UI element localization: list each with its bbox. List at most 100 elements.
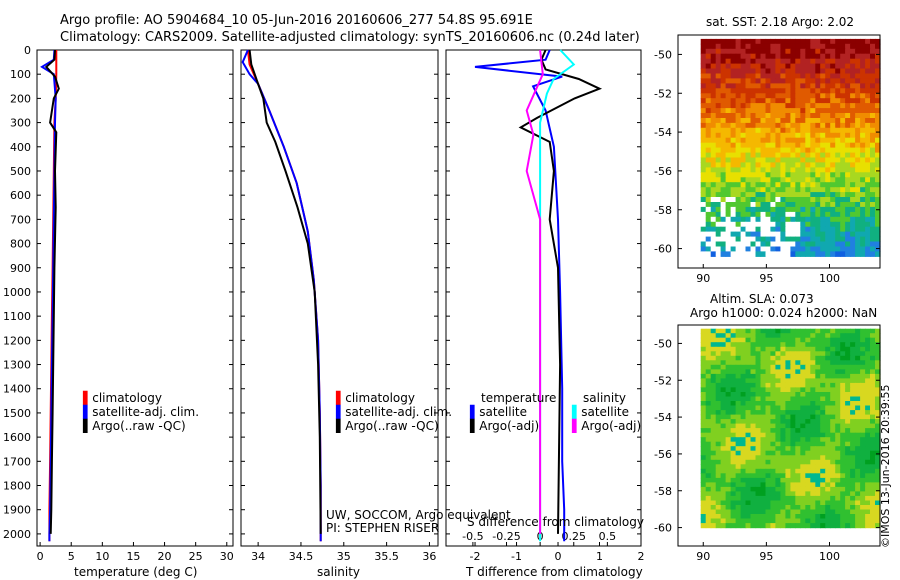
- sst-map-cell: [765, 108, 772, 114]
- sst-map-cell: [785, 122, 791, 129]
- sla-map-cell: [785, 523, 791, 529]
- sst-map-cell: [825, 127, 831, 134]
- sst-map-cell: [700, 103, 707, 109]
- sla-map-cell: [855, 464, 861, 470]
- sst-map-cell: [730, 206, 737, 213]
- sla-map-cell: [790, 495, 796, 501]
- sla-map-cell: [850, 405, 856, 411]
- sla-map-cell: [735, 441, 742, 447]
- sst-map-cell: [725, 147, 732, 154]
- sst-map-cell: [720, 108, 727, 114]
- sst-map-cell: [875, 251, 881, 257]
- sst-map-cell: [710, 113, 717, 119]
- sst-map-cell: [790, 68, 796, 74]
- sst-map-cell: [800, 216, 806, 223]
- sla-map-cell: [840, 505, 846, 511]
- sst-map-cell: [735, 187, 742, 193]
- sst-map-cell: [820, 226, 826, 233]
- sst-map-cell: [830, 108, 836, 114]
- sla-map-cell: [800, 428, 806, 434]
- sla-map-cell: [745, 414, 752, 420]
- sst-map-cell: [755, 43, 762, 50]
- sla-map-cell: [755, 505, 762, 511]
- sst-map-cell: [870, 206, 876, 213]
- sla-map-cell: [870, 505, 876, 511]
- sla-map-cell: [875, 333, 881, 339]
- sla-map-cell: [840, 378, 846, 384]
- sla-map-cell: [740, 518, 747, 524]
- sla-map-cell: [850, 342, 856, 348]
- sla-map-cell: [720, 337, 727, 343]
- sla-map-cell: [860, 482, 866, 488]
- sst-map-cell: [875, 93, 881, 99]
- sla-map-cell: [865, 369, 871, 375]
- sst-map-cell: [850, 192, 856, 198]
- sst-map-cell: [870, 167, 876, 173]
- sst-map-cell: [870, 197, 876, 203]
- sst-map-cell: [745, 236, 752, 243]
- sla-map-cell: [740, 401, 747, 407]
- sla-map-cell: [810, 364, 816, 370]
- sla-map-cell: [770, 500, 776, 506]
- sla-map-cell: [860, 509, 866, 515]
- sst-map-cell: [835, 221, 841, 228]
- sst-map-cell: [755, 122, 762, 129]
- sla-map-cell: [720, 514, 727, 520]
- sst-map-cell: [835, 132, 841, 139]
- sst-map-cell: [735, 73, 742, 79]
- sst-map-cell: [720, 162, 727, 168]
- sla-map-cell: [785, 369, 791, 375]
- sla-map-cell: [700, 495, 707, 501]
- sla-map-cell: [705, 441, 712, 447]
- sla-map-cell: [785, 432, 791, 438]
- sla-map-cell: [735, 333, 742, 339]
- sst-map-cell: [840, 157, 846, 163]
- sla-map-cell: [710, 437, 717, 443]
- sla-map-cell: [745, 396, 752, 402]
- xtick-top-label: -0.25: [492, 530, 520, 543]
- sst-map-cell: [865, 236, 871, 243]
- sst-map-cell: [835, 78, 841, 84]
- sst-map-cell: [840, 211, 846, 218]
- sla-map-cell: [790, 450, 796, 456]
- sst-map-cell: [835, 167, 841, 173]
- sla-map-cell: [855, 509, 861, 515]
- sst-map-cell: [780, 236, 786, 243]
- sla-map-cell: [725, 428, 732, 434]
- sst-map-cell: [860, 142, 866, 149]
- sst-map-cell: [785, 157, 791, 163]
- sst-map-cell: [790, 63, 796, 70]
- sla-map-cell: [755, 419, 762, 425]
- sst-map-cell: [730, 43, 737, 50]
- sla-map-cell: [730, 495, 737, 501]
- sst-map-cell: [795, 78, 801, 84]
- sla-map-cell: [875, 387, 881, 393]
- sst-map-cell: [710, 206, 717, 213]
- sla-map-cell: [850, 446, 856, 452]
- sla-map-cell: [710, 419, 717, 425]
- sla-map-cell: [820, 509, 826, 515]
- sst-map-cell: [820, 142, 826, 149]
- sla-map-cell: [825, 441, 831, 447]
- sla-map-cell: [830, 459, 836, 465]
- sst-map-cell: [765, 241, 772, 247]
- sla-map-cell: [745, 382, 752, 388]
- sst-map-cell: [810, 182, 816, 188]
- sst-map-cell: [740, 127, 747, 134]
- sst-map-cell: [750, 241, 757, 247]
- sst-map-cell: [750, 221, 757, 228]
- sla-map-cell: [825, 455, 831, 461]
- sla-map-cell: [825, 387, 831, 393]
- sla-map-cell: [760, 432, 767, 438]
- sla-map-cell: [780, 468, 786, 474]
- sla-map-cell: [855, 495, 861, 501]
- sla-map-cell: [710, 346, 717, 352]
- xtick-label-salinity: 34.5: [289, 550, 314, 563]
- sst-map-cell: [865, 58, 871, 65]
- sst-map-cell: [760, 162, 767, 168]
- sst-map-cell: [790, 83, 796, 89]
- sst-map-cell: [835, 98, 841, 104]
- sla-map-cell: [765, 405, 772, 411]
- sst-map-cell: [865, 73, 871, 79]
- sst-map-cell: [860, 182, 866, 188]
